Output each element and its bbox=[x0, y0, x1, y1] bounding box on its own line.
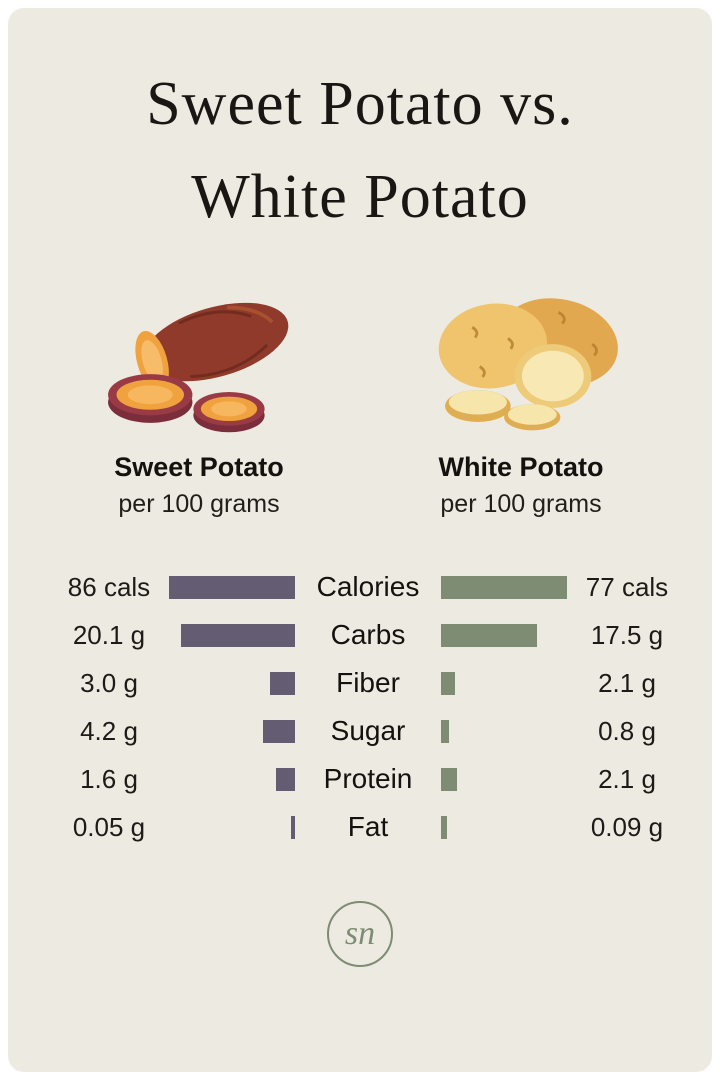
white-potato-heading: White Potato bbox=[438, 452, 604, 482]
brand-logo: sn bbox=[327, 901, 393, 967]
comparison-chart: 86 cals Calories 77 cals 20.1 g Carbs 17.5 g 3… bbox=[8, 563, 712, 851]
sweet-potato-bar-cell bbox=[163, 611, 295, 659]
sweet-potato-slice-icon bbox=[108, 374, 193, 423]
chart-row: 4.2 g Sugar 0.8 g bbox=[55, 707, 665, 755]
nutrient-label: Calories bbox=[316, 571, 420, 602]
sweet-potato-subheading: per 100 grams bbox=[118, 490, 280, 518]
white-potato-slice-icon bbox=[445, 390, 511, 422]
white-potato-value: 0.8 g bbox=[598, 715, 656, 746]
chart-row: 3.0 g Fiber 2.1 g bbox=[55, 659, 665, 707]
sweet-potato-bar bbox=[291, 815, 295, 839]
white-potato-subheading: per 100 grams bbox=[440, 490, 602, 518]
white-potato-bar bbox=[441, 671, 455, 695]
sweet-potato-illustration bbox=[108, 302, 289, 433]
sweet-potato-value: 86 cals bbox=[67, 571, 151, 602]
chart-row: 1.6 g Protein 2.1 g bbox=[55, 755, 665, 803]
chart-row: 20.1 g Carbs 17.5 g bbox=[55, 611, 665, 659]
sweet-potato-column: Sweet Potato per 100 grams bbox=[38, 286, 360, 519]
white-potato-value: 2.1 g bbox=[598, 763, 656, 794]
title-line-1: Sweet Potato vs. bbox=[146, 70, 574, 138]
white-potato-bar bbox=[441, 575, 567, 599]
nutrient-label: Sugar bbox=[330, 715, 406, 746]
infographic-card: Sweet Potato vs. White Potato bbox=[8, 8, 712, 1072]
white-potato-value: 0.09 g bbox=[590, 811, 664, 842]
nutrient-label: Protein bbox=[323, 763, 413, 794]
sweet-potato-bar bbox=[181, 623, 295, 647]
sweet-potato-heading: Sweet Potato bbox=[114, 452, 284, 482]
white-potato-bar bbox=[441, 815, 447, 839]
sweet-potato-value: 3.0 g bbox=[80, 667, 138, 698]
sweet-potato-bar-cell bbox=[163, 803, 295, 851]
sweet-potato-bar-cell bbox=[163, 659, 295, 707]
illustration-row: Sweet Potato per 100 grams bbox=[8, 286, 712, 519]
sweet-potato-value: 4.2 g bbox=[80, 715, 138, 746]
white-potato-bar-cell bbox=[441, 707, 573, 755]
sweet-potato-value: 1.6 g bbox=[80, 763, 138, 794]
sweet-potato-bar-cell bbox=[163, 563, 295, 611]
white-potato-bar bbox=[441, 623, 537, 647]
white-potato-bar-cell bbox=[441, 803, 573, 851]
sweet-potato-bar-cell bbox=[163, 707, 295, 755]
white-potato-slice-icon-2 bbox=[504, 404, 561, 431]
white-potato-value: 17.5 g bbox=[590, 619, 664, 650]
sweet-potato-bar bbox=[263, 719, 295, 743]
brand-logo-text: sn bbox=[344, 915, 376, 952]
sweet-potato-value: 0.05 g bbox=[72, 811, 146, 842]
white-potato-illustration bbox=[438, 298, 618, 431]
chart-row: 86 cals Calories 77 cals bbox=[55, 563, 668, 611]
sweet-potato-bar bbox=[169, 575, 295, 599]
nutrient-label: Fat bbox=[347, 811, 389, 842]
white-potato-bar bbox=[441, 767, 457, 791]
white-potato-column: White Potato per 100 grams bbox=[360, 286, 682, 519]
nutrient-label: Carbs bbox=[330, 619, 406, 650]
title-line-2: White Potato bbox=[191, 163, 529, 231]
white-potato-bar-cell bbox=[441, 611, 573, 659]
sweet-potato-bar bbox=[276, 767, 295, 791]
nutrient-label: Fiber bbox=[336, 667, 400, 698]
sweet-potato-slice-icon-2 bbox=[193, 391, 265, 433]
white-potato-bar-cell bbox=[441, 659, 573, 707]
sweet-potato-bar bbox=[270, 671, 295, 695]
sweet-potato-bar-cell bbox=[163, 755, 295, 803]
white-potato-bar-cell bbox=[441, 755, 573, 803]
white-potato-value: 2.1 g bbox=[598, 667, 656, 698]
white-potato-bar bbox=[441, 719, 449, 743]
sweet-potato-value: 20.1 g bbox=[72, 619, 146, 650]
page-title: Sweet Potato vs. White Potato bbox=[146, 58, 574, 244]
white-potato-bar-cell bbox=[441, 563, 573, 611]
white-potato-value: 77 cals bbox=[585, 571, 669, 602]
chart-row: 0.05 g Fat 0.09 g bbox=[55, 803, 665, 851]
